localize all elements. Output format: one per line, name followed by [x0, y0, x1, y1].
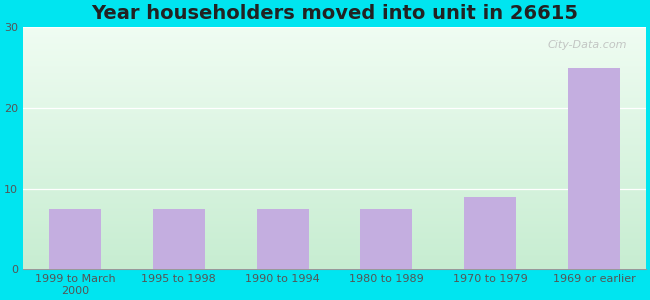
Text: City-Data.com: City-Data.com	[548, 40, 627, 50]
Bar	[361, 209, 412, 269]
Title: Year householders moved into unit in 26615: Year householders moved into unit in 266…	[91, 4, 578, 23]
Bar	[153, 209, 205, 269]
Bar	[568, 68, 620, 269]
Bar	[464, 197, 516, 269]
Bar	[49, 209, 101, 269]
Bar	[257, 209, 309, 269]
